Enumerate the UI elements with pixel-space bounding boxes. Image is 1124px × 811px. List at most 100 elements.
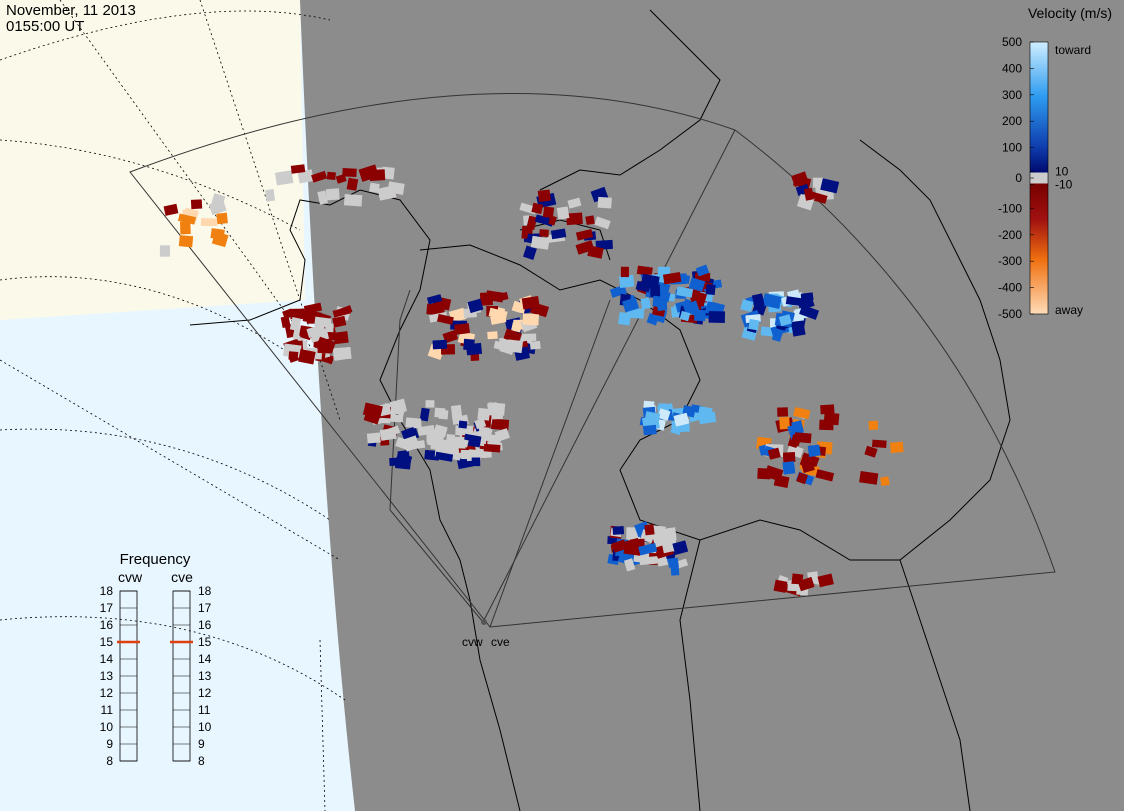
frequency-tick-label: 15: [198, 635, 212, 649]
velocity-cell: [537, 189, 551, 203]
radar-label: cvw: [462, 635, 483, 649]
velocity-cell: [620, 266, 629, 278]
velocity-cell: [868, 420, 879, 431]
velocity-cell: [458, 420, 468, 429]
velocity-cell: [595, 239, 613, 250]
velocity-cell: [807, 444, 821, 458]
velocity-cell: [531, 202, 544, 215]
velocity-cell: [785, 296, 804, 307]
colorbar-top-label: toward: [1055, 43, 1091, 57]
velocity-cell: [698, 406, 713, 416]
velocity-cell: [587, 245, 604, 259]
frequency-tick-label: 15: [100, 635, 114, 649]
velocity-cell: [290, 164, 306, 174]
velocity-cell: [797, 576, 815, 592]
velocity-cell: [612, 525, 625, 535]
velocity-cell: [635, 280, 651, 293]
velocity-cell: [791, 171, 809, 187]
velocity-cell: [280, 315, 291, 328]
velocity-cell: [872, 439, 887, 448]
frequency-tick-label: 9: [198, 737, 205, 751]
frequency-tick-label: 12: [198, 686, 212, 700]
velocity-cell: [451, 436, 469, 448]
velocity-cell: [335, 173, 347, 184]
colorbar-title: Velocity (m/s): [1028, 5, 1112, 21]
velocity-cell: [740, 299, 754, 313]
velocity-cell: [306, 324, 327, 339]
velocity-cell: [369, 169, 386, 181]
velocity-cell: [297, 169, 314, 184]
velocity-cell: [748, 318, 760, 331]
velocity-cell: [777, 407, 789, 417]
velocity-cell: [622, 297, 640, 313]
frequency-tick-label: 10: [198, 720, 212, 734]
velocity-cell: [503, 328, 522, 344]
velocity-cell: [426, 303, 446, 316]
velocity-cell: [609, 284, 627, 298]
velocity-cell: [657, 408, 671, 421]
frequency-tick-label: 11: [198, 703, 211, 717]
frequency-tick-label: 13: [100, 669, 114, 683]
velocity-cell: [618, 311, 632, 326]
velocity-cell: [467, 298, 484, 314]
velocity-cell: [757, 467, 771, 480]
velocity-cell: [773, 579, 788, 593]
velocity-cell: [317, 340, 331, 354]
velocity-cell: [812, 177, 824, 188]
colorbar-tick-label: 0: [1015, 171, 1022, 185]
velocity-cell: [332, 315, 347, 328]
colorbar-tick-label: -400: [998, 281, 1022, 295]
velocity-cell: [391, 398, 407, 415]
frequency-tick-label: 17: [100, 601, 114, 615]
velocity-cell: [649, 284, 661, 298]
time: 0155:00 UT: [6, 18, 84, 35]
velocity-cell: [210, 228, 225, 240]
frequency-tick-label: 11: [101, 703, 114, 717]
velocity-cell: [298, 349, 316, 365]
velocity-cell: [346, 177, 359, 191]
velocity-cell: [426, 294, 443, 305]
velocity-cell: [644, 411, 661, 422]
frequency-tick-label: 14: [198, 652, 212, 666]
velocity-cell: [369, 182, 380, 193]
velocity-cell: [434, 451, 454, 462]
velocity-cell: [522, 333, 537, 342]
velocity-cell: [682, 300, 700, 316]
velocity-cell: [796, 472, 809, 485]
velocity-cell: [662, 272, 682, 285]
velocity-cell: [661, 538, 677, 554]
velocity-cell: [460, 449, 477, 460]
velocity-cell: [767, 447, 781, 460]
frequency-tick-label: 9: [106, 737, 113, 751]
velocity-cell: [389, 457, 404, 467]
frequency-tick-label: 13: [198, 669, 212, 683]
velocity-cell: [333, 331, 349, 345]
velocity-cell: [642, 424, 657, 436]
colorbar-tick-label: -500: [998, 307, 1022, 321]
velocity-cell: [522, 313, 539, 326]
colorbar-tick-label: -10: [1055, 178, 1073, 192]
velocity-cell: [658, 403, 667, 413]
velocity-cell: [594, 216, 611, 230]
velocity-cell: [889, 441, 904, 454]
velocity-cell: [487, 402, 506, 416]
velocity-cell: [290, 308, 305, 320]
colorbar-tick-label: 100: [1002, 141, 1022, 155]
velocity-cell: [708, 311, 726, 323]
velocity-cell: [640, 297, 651, 310]
velocity-cell: [426, 431, 441, 443]
velocity-cell: [303, 302, 323, 315]
velocity-cell: [479, 292, 493, 306]
velocity-cell: [705, 284, 716, 295]
night-region: [300, 0, 1124, 811]
date: November, 11 2013: [6, 2, 136, 19]
velocity-cell: [177, 213, 197, 225]
frequency-tick-label: 18: [198, 584, 212, 598]
velocity-cell: [487, 331, 498, 340]
velocity-cell: [575, 229, 594, 241]
velocity-cell: [791, 324, 806, 337]
velocity-cell: [511, 322, 522, 333]
velocity-cell: [652, 295, 668, 308]
velocity-cell: [200, 218, 218, 227]
